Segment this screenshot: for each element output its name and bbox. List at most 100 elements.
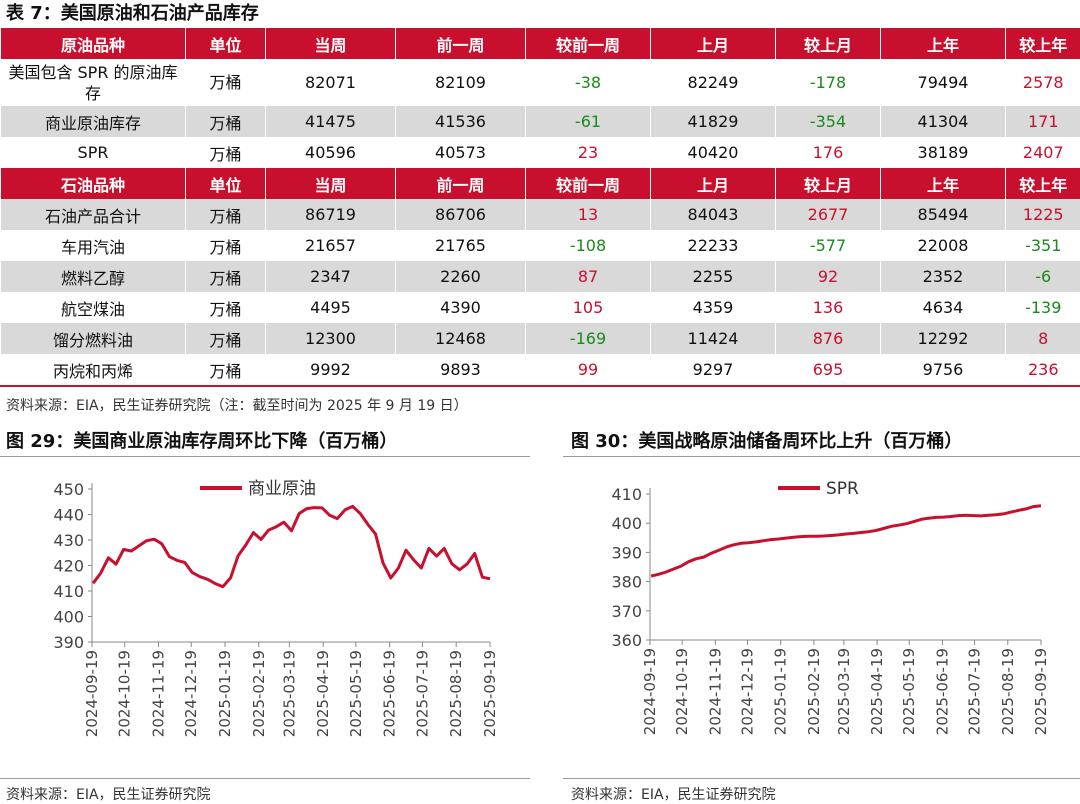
y-tick-label: 420	[53, 557, 84, 576]
y-tick-label: 390	[611, 543, 642, 562]
column-header: 单位	[186, 28, 266, 59]
table-cell: 41829	[651, 106, 776, 137]
table-cell: 万桶	[186, 354, 266, 386]
table-cell: 万桶	[186, 199, 266, 230]
x-tick-label: 2024-10-19	[116, 650, 134, 737]
x-tick-label: 2024-12-19	[182, 650, 200, 737]
y-tick-label: 410	[611, 485, 642, 504]
table-cell: 万桶	[186, 292, 266, 323]
table-cell: 万桶	[186, 137, 266, 168]
row-label: SPR	[1, 137, 186, 168]
x-tick-label: 2025-06-19	[381, 650, 399, 737]
row-label: 车用汽油	[1, 230, 186, 261]
table-cell: 8	[1006, 323, 1080, 354]
table-cell: 695	[776, 354, 881, 386]
table-cell: 171	[1006, 106, 1080, 137]
column-header: 上年	[881, 28, 1006, 59]
table-header-row: 原油品种单位当周前一周较前一周上月较上月上年较上年	[1, 28, 1080, 59]
table-cell: 12292	[881, 323, 1006, 354]
table-cell: 82109	[396, 59, 526, 106]
table-cell: 万桶	[186, 230, 266, 261]
left-figure-bottom-rule	[0, 778, 530, 779]
series-line	[651, 506, 1041, 576]
table-cell: -178	[776, 59, 881, 106]
x-tick-label: 2024-09-19	[83, 650, 101, 737]
table-cell: 79494	[881, 59, 1006, 106]
column-header: 上月	[651, 28, 776, 59]
inventory-table: 原油品种单位当周前一周较前一周上月较上月上年较上年美国包含 SPR 的原油库存万…	[0, 28, 1080, 387]
left-figure-title: 图 29：美国商业原油库存周环比下降（百万桶）	[6, 428, 397, 455]
table-cell: 41475	[266, 106, 396, 137]
row-label: 燃料乙醇	[1, 261, 186, 292]
x-tick-label: 2025-03-19	[280, 650, 298, 737]
table-cell: 136	[776, 292, 881, 323]
series-line	[93, 506, 490, 586]
table-cell: 21765	[396, 230, 526, 261]
table-cell: 9756	[881, 354, 1006, 386]
column-header: 前一周	[396, 168, 526, 199]
table-cell: 13	[526, 199, 651, 230]
column-header: 当周	[266, 168, 396, 199]
column-header: 前一周	[396, 28, 526, 59]
table-cell: 9992	[266, 354, 396, 386]
table-cell: 2578	[1006, 59, 1080, 106]
table-cell: 4634	[881, 292, 1006, 323]
x-tick-label: 2025-09-19	[1032, 648, 1050, 735]
x-tick-label: 2025-06-19	[933, 648, 951, 735]
row-label: 航空煤油	[1, 292, 186, 323]
row-label: 石油产品合计	[1, 199, 186, 230]
table-cell: 85494	[881, 199, 1006, 230]
table-cell: 万桶	[186, 59, 266, 106]
column-header: 原油品种	[1, 28, 186, 59]
x-tick-label: 2025-09-19	[481, 650, 499, 737]
x-tick-label: 2025-05-19	[347, 650, 365, 737]
table-cell: -6	[1006, 261, 1080, 292]
x-tick-label: 2025-01-19	[772, 648, 790, 735]
table-cell: 82249	[651, 59, 776, 106]
table-cell: 21657	[266, 230, 396, 261]
column-header: 较上年	[1006, 28, 1080, 59]
row-label: 丙烷和丙烯	[1, 354, 186, 386]
table-cell: 40596	[266, 137, 396, 168]
x-tick-label: 2024-11-19	[706, 648, 724, 735]
table-cell: 万桶	[186, 323, 266, 354]
x-tick-label: 2024-12-19	[738, 648, 756, 735]
right-figure-title: 图 30：美国战略原油储备周环比上升（百万桶）	[571, 428, 962, 455]
x-tick-label: 2025-07-19	[966, 648, 984, 735]
table-cell: 22233	[651, 230, 776, 261]
table-cell: 12468	[396, 323, 526, 354]
table-cell: -139	[1006, 292, 1080, 323]
row-label: 美国包含 SPR 的原油库存	[1, 59, 186, 106]
table-cell: 86719	[266, 199, 396, 230]
y-tick-label: 430	[53, 531, 84, 550]
table-cell: 40420	[651, 137, 776, 168]
table-cell: -38	[526, 59, 651, 106]
column-header: 较前一周	[526, 168, 651, 199]
y-tick-label: 380	[611, 573, 642, 592]
x-tick-label: 2024-09-19	[641, 648, 659, 735]
right-figure-top-rule	[563, 456, 1080, 457]
table-cell: 40573	[396, 137, 526, 168]
table-cell: 86706	[396, 199, 526, 230]
table-cell: 12300	[266, 323, 396, 354]
column-header: 石油品种	[1, 168, 186, 199]
table-cell: 82071	[266, 59, 396, 106]
table-cell: 105	[526, 292, 651, 323]
table-title: 表 7：美国原油和石油产品库存	[0, 0, 1080, 27]
table-cell: 41536	[396, 106, 526, 137]
table-cell: 84043	[651, 199, 776, 230]
table-cell: 22008	[881, 230, 1006, 261]
x-tick-label: 2025-01-19	[216, 650, 234, 737]
column-header: 较前一周	[526, 28, 651, 59]
x-tick-label: 2025-08-19	[447, 650, 465, 737]
row-label: 馏分燃料油	[1, 323, 186, 354]
x-tick-label: 2025-07-19	[413, 650, 431, 737]
table-cell: 2255	[651, 261, 776, 292]
x-tick-label: 2024-11-19	[150, 650, 168, 737]
table-cell: 2407	[1006, 137, 1080, 168]
